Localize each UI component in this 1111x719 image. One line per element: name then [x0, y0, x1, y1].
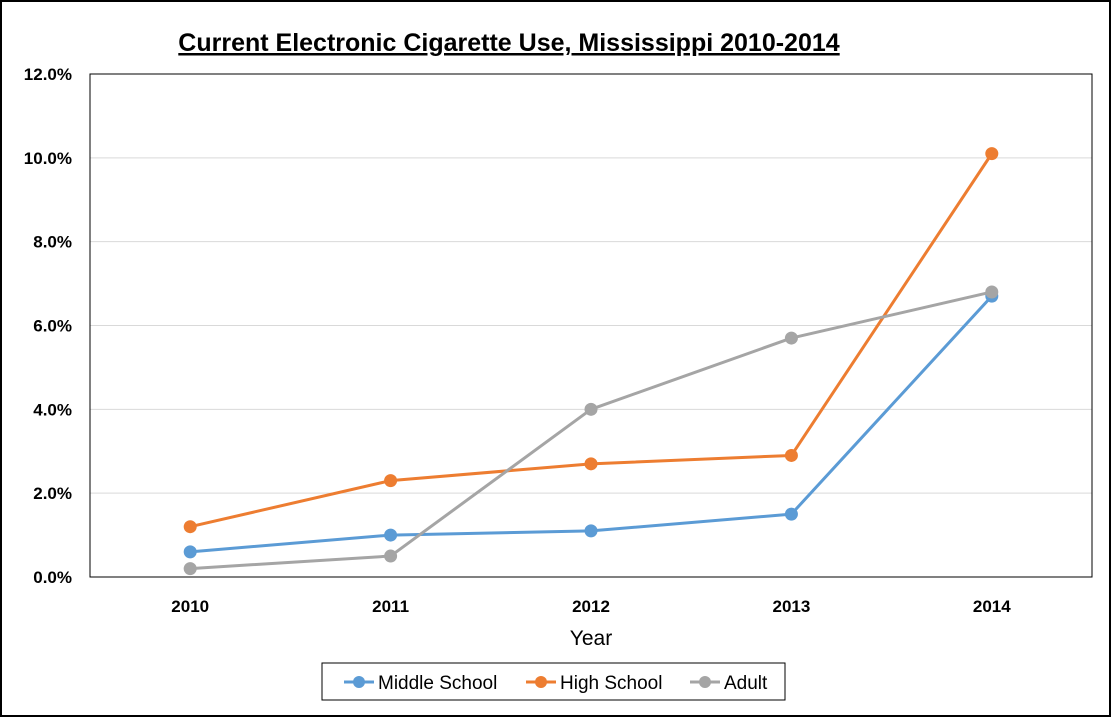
series-adult: [183, 285, 999, 576]
data-point: [584, 402, 598, 416]
y-axis-ticks: 0.0% 2.0% 4.0% 6.0% 8.0% 10.0% 12.0%: [24, 65, 72, 587]
series-middle-school: [183, 289, 999, 559]
x-tick-label: 2013: [772, 597, 810, 616]
data-point: [985, 285, 999, 299]
x-tick-label: 2012: [572, 597, 610, 616]
y-tick-label: 10.0%: [24, 149, 72, 168]
grid-lines: [90, 157, 1092, 494]
data-point: [584, 457, 598, 471]
x-tick-label: 2014: [973, 597, 1011, 616]
data-point: [784, 507, 798, 521]
y-tick-label: 6.0%: [33, 317, 72, 336]
x-axis-ticks: 2010 2011 2012 2013 2014: [171, 597, 1011, 616]
chart-title: Current Electronic Cigarette Use, Missis…: [178, 29, 839, 57]
series-line: [189, 152, 994, 529]
data-point: [183, 520, 197, 534]
legend-marker: [535, 676, 547, 688]
legend-label: Middle School: [378, 673, 497, 694]
data-point: [384, 528, 398, 542]
data-point: [384, 474, 398, 488]
legend-marker: [353, 676, 365, 688]
legend: Middle School High School Adult: [321, 662, 786, 701]
y-tick-label: 4.0%: [33, 400, 72, 419]
data-point: [985, 147, 999, 161]
plot-area: [89, 73, 1093, 578]
data-point: [784, 331, 798, 345]
series-high-school: [183, 147, 999, 534]
series-group: [183, 147, 999, 576]
data-point: [384, 549, 398, 563]
data-point: [183, 545, 197, 559]
legend-label: Adult: [724, 673, 768, 694]
y-tick-label: 8.0%: [33, 233, 72, 252]
x-tick-label: 2010: [171, 597, 209, 616]
data-point: [784, 448, 798, 462]
y-tick-label: 12.0%: [24, 65, 72, 84]
x-axis-label: Year: [570, 627, 612, 650]
x-tick-label: 2011: [372, 597, 409, 616]
data-point: [183, 562, 197, 576]
data-point: [584, 524, 598, 538]
y-tick-label: 2.0%: [33, 484, 72, 503]
legend-marker: [699, 676, 711, 688]
legend-label: High School: [560, 673, 662, 694]
y-tick-label: 0.0%: [33, 568, 72, 587]
